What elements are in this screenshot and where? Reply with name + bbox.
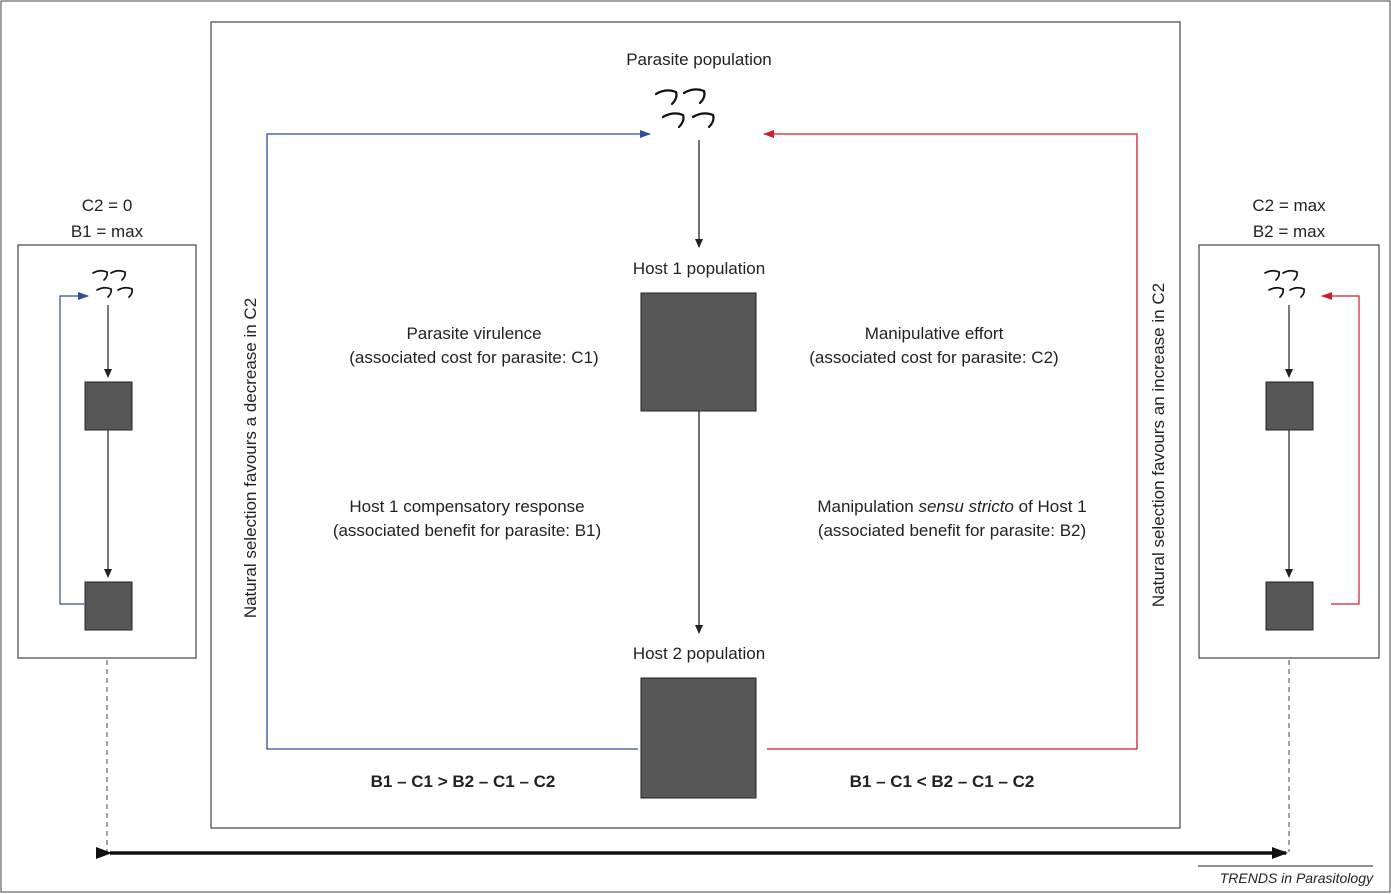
credit-text: TRENDS in Parasitology	[1220, 870, 1374, 886]
manip-sensu-stricto-title: Manipulation sensu stricto of Host 1	[817, 497, 1086, 516]
central-panel	[210, 21, 1181, 829]
left-host1-box	[84, 381, 133, 431]
left-vertical-label: Natural selection favours a decrease in …	[241, 298, 260, 618]
formula-right: B1 – C1 < B2 – C1 – C2	[850, 772, 1035, 791]
left-panel	[17, 244, 197, 659]
blue-feedback-arrow	[266, 130, 651, 750]
right-panel-c2-label: C2 = max	[1252, 196, 1326, 215]
formula-left: B1 – C1 > B2 – C1 – C2	[371, 772, 556, 791]
left-blue-feedback-arrow	[59, 292, 89, 605]
right-host2-box	[1265, 581, 1314, 631]
right-host1-box	[1265, 381, 1314, 431]
manip-sensu-stricto-benefit: (associated benefit for parasite: B2)	[818, 521, 1086, 540]
right-panel	[1198, 244, 1380, 659]
left-parasite-worms-icon	[92, 269, 134, 298]
virulence-title: Parasite virulence	[406, 324, 541, 343]
virulence-cost: (associated cost for parasite: C1)	[349, 348, 598, 367]
host2-population-label: Host 2 population	[633, 644, 765, 663]
host1-population-label: Host 1 population	[633, 259, 765, 278]
left-host2-box	[84, 581, 133, 631]
parasite-worms-icon	[654, 88, 715, 129]
left-panel-b1-label: B1 = max	[71, 222, 144, 241]
compensatory-benefit: (associated benefit for parasite: B1)	[333, 521, 601, 540]
compensatory-title: Host 1 compensatory response	[349, 497, 584, 516]
host1-box	[640, 292, 757, 412]
parasite-population-label: Parasite population	[626, 50, 772, 69]
right-vertical-label: Natural selection favours an increase in…	[1149, 283, 1168, 607]
right-red-feedback-arrow	[1321, 292, 1360, 605]
right-panel-b2-label: B2 = max	[1253, 222, 1326, 241]
manip-effort-cost: (associated cost for parasite: C2)	[809, 348, 1058, 367]
red-feedback-arrow	[763, 130, 1138, 750]
left-panel-c2-label: C2 = 0	[82, 196, 133, 215]
manip-effort-title: Manipulative effort	[865, 324, 1004, 343]
host2-box	[640, 677, 757, 799]
right-parasite-worms-icon	[1264, 269, 1306, 298]
